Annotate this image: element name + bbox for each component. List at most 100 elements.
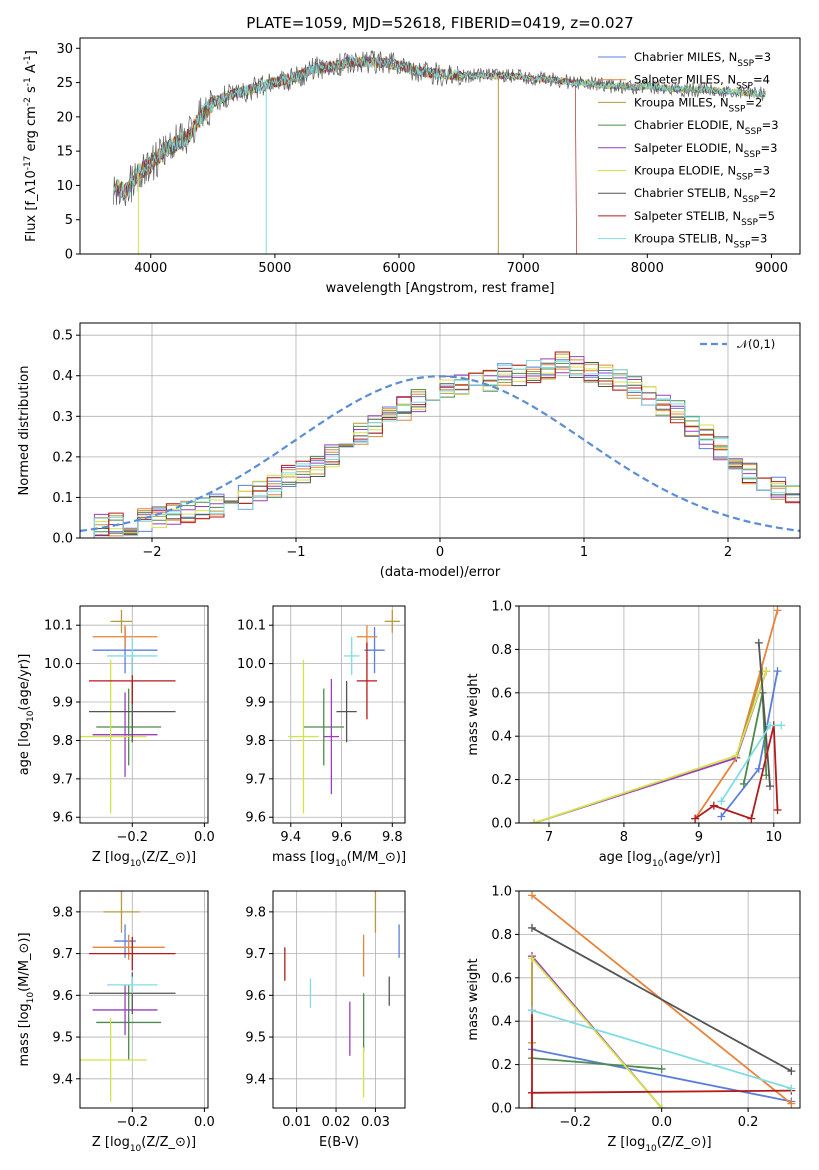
weight-marker <box>787 1067 796 1076</box>
label-text: (Z/Z_⊙)] <box>141 850 196 865</box>
legend-label: Kroupa STELIB, NSSP=3 <box>634 232 767 251</box>
age-vs-Z-axes: −0.2 0.09.69.79.89.910.010.1Z [log10(Z/Z_… <box>17 605 215 869</box>
y-tick-label: 9.8 <box>245 905 266 920</box>
legend-label: Chabrier STELIB, NSSP=2 <box>634 186 776 205</box>
label-text: Salpeter MILES, N <box>634 73 736 87</box>
subscript: 10 <box>335 859 347 869</box>
x-axis-label: (data-model)/error <box>380 565 501 580</box>
label-text: Flux [f_λ10 <box>24 170 39 242</box>
spectrum-line <box>113 49 766 207</box>
y-tick-label: 9.6 <box>245 811 266 826</box>
legend-label: Salpeter MILES, NSSP=4 <box>634 73 770 92</box>
subscript: 10 <box>130 1144 142 1154</box>
y-tick-label: 0.6 <box>491 971 512 986</box>
label-text: mass [log <box>17 1003 32 1066</box>
x-tick-label: 9 <box>695 830 703 845</box>
weight-marker <box>527 954 536 963</box>
superscript: -17 <box>23 156 33 171</box>
weight-marker <box>777 721 786 730</box>
weight-vs-Z-marks <box>527 891 796 1108</box>
histogram-step <box>80 360 800 538</box>
label-text: mass weight <box>466 673 481 755</box>
label-text: =2 <box>759 186 776 200</box>
axes-frame <box>79 37 801 255</box>
label-text: Chabrier STELIB, N <box>634 186 742 200</box>
label-text: age [log <box>17 722 32 775</box>
superscript: -2 <box>23 97 33 106</box>
label-text: A <box>24 64 39 77</box>
x-tick-label: 6000 <box>382 261 415 276</box>
x-tick-label: 5000 <box>258 261 291 276</box>
weight-marker <box>773 606 782 615</box>
x-axis-label: mass [log10(M/M_⊙)] <box>272 850 406 869</box>
mass-vs-EBV-axes: 0.01 0.02 0.03 9.4 9.5 9.6 9.7 9.8 E(B-V) <box>245 890 406 1150</box>
mass-vs-EBV-marks <box>284 891 400 1098</box>
label-text: =3 <box>753 164 770 178</box>
subscript: SSP <box>736 173 753 183</box>
x-tick-label: 0.01 <box>282 1115 311 1130</box>
weight-marker <box>691 814 700 823</box>
axes-frame <box>79 605 209 824</box>
mass-vs-Z-axes: −0.2 0.09.49.59.69.79.8Z [log10(Z/Z_⊙)]ma… <box>17 890 215 1154</box>
weight-line <box>531 957 663 1108</box>
y-tick-label: 9.9 <box>245 696 266 711</box>
x-tick-label: 0.0 <box>194 1115 215 1130</box>
y-tick-label: 25 <box>56 76 73 91</box>
label-text: erg cm <box>24 106 39 155</box>
y-tick-label: 9.6 <box>52 811 73 826</box>
y-tick-label: 0.8 <box>491 643 512 658</box>
y-tick-label: 30 <box>56 42 73 57</box>
y-tick-label: 0.2 <box>491 773 512 788</box>
x-axis-label: E(B-V) <box>319 1135 359 1150</box>
label-text: ] <box>24 50 39 55</box>
age-vs-mass-marks <box>288 609 400 814</box>
axes-frame <box>518 890 801 1109</box>
label-text: s <box>24 86 39 97</box>
y-axis-label: Flux [f_λ10-17 erg cm-2 s-1 A-1] <box>23 50 39 242</box>
age-vs-mass-axes: 9.4 9.6 9.8 9.6 9.7 9.8 9.9 10.0 10.1 mass [log10… <box>237 605 406 869</box>
x-axis-label: Z [log10(Z/Z_⊙)] <box>92 850 196 869</box>
x-axis-label: age [log10(age/yr)] <box>599 850 721 869</box>
spectrum-marks <box>113 49 766 254</box>
y-tick-label: 5 <box>65 213 73 228</box>
y-tick-label: 9.4 <box>245 1072 266 1087</box>
label-text: =3 <box>750 232 767 246</box>
y-tick-label: 20 <box>56 110 73 125</box>
label-text: Salpeter STELIB, N <box>634 209 741 223</box>
spectrum-axes: 4000 5000 6000 7000 8000 9000 0 5 10 15 20 25 30 wave… <box>23 37 801 296</box>
y-tick-label: 0.2 <box>52 450 73 465</box>
x-tick-label: −2 <box>142 545 161 560</box>
superscript: -1 <box>23 77 33 86</box>
legend-label: Salpeter STELIB, NSSP=5 <box>634 209 775 228</box>
y-axis-label: mass weight <box>466 958 481 1040</box>
legend-label: Chabrier ELODIE, NSSP=3 <box>634 118 779 137</box>
label-text: mass weight <box>466 958 481 1040</box>
x-tick-label: 7000 <box>507 261 540 276</box>
label-text: =2 <box>745 95 762 109</box>
label-text: =3 <box>754 50 771 64</box>
weight-marker <box>717 797 726 806</box>
weight-marker <box>773 805 782 814</box>
legend-label: Kroupa ELODIE, NSSP=3 <box>634 164 770 183</box>
legend-label: Kroupa MILES, NSSP=2 <box>634 95 762 114</box>
y-tick-label: 9.8 <box>52 905 73 920</box>
label-text: Kroupa ELODIE, N <box>634 164 736 178</box>
label-text: (Z/Z_⊙)] <box>657 1135 712 1150</box>
y-tick-label: 0.5 <box>52 329 73 344</box>
y-tick-label: 0.4 <box>52 369 73 384</box>
label-text: (M/M_⊙)] <box>347 850 406 865</box>
label-text: Normed distribution <box>17 366 32 496</box>
weight-marker <box>754 638 763 647</box>
x-tick-label: 9.8 <box>382 830 403 845</box>
label-text: wavelength [Angstrom, rest frame] <box>326 281 555 296</box>
x-axis-label: Z [log10(Z/Z_⊙)] <box>607 1135 711 1154</box>
weight-marker <box>787 1084 796 1093</box>
y-tick-label: 9.8 <box>52 734 73 749</box>
subscript: SSP <box>744 150 761 160</box>
label-text: Z [log <box>92 1135 130 1150</box>
x-tick-label: −0.2 <box>116 1115 148 1130</box>
y-tick-label: 0.1 <box>52 491 73 506</box>
y-tick-label: 9.9 <box>52 696 73 711</box>
y-tick-label: 0.6 <box>491 686 512 701</box>
weight-line <box>531 927 792 1072</box>
